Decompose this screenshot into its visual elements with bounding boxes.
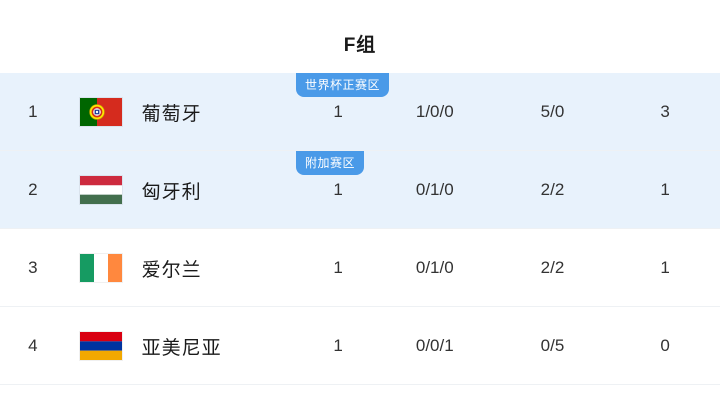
points-cell: 3 xyxy=(660,102,670,121)
table-row[interactable]: 4 亚美尼亚 1 0/0/1 0/5 0 xyxy=(0,307,720,385)
qualification-tag: 附加赛区 xyxy=(296,151,365,175)
row-divider xyxy=(0,306,720,307)
flag-cell xyxy=(66,332,136,360)
table-row[interactable]: 3 爱尔兰 1 0/1/0 2/2 1 xyxy=(0,229,720,307)
rank-cell: 3 xyxy=(28,258,38,277)
team-name: 爱尔兰 xyxy=(141,259,202,281)
played-cell: 1 xyxy=(333,336,343,355)
flag-cell xyxy=(66,98,136,126)
table-row[interactable]: 附加赛区 2 匈牙利 1 0/1/0 2/2 1 xyxy=(0,151,720,229)
goals-cell: 5/0 xyxy=(540,102,565,121)
row-divider xyxy=(0,384,720,385)
team-name: 匈牙利 xyxy=(141,181,202,203)
played-cell: 1 xyxy=(333,180,343,199)
rank-cell: 2 xyxy=(28,180,38,199)
page-title: F组 xyxy=(343,35,377,56)
goals-cell: 2/2 xyxy=(540,258,565,277)
goals-cell: 2/2 xyxy=(540,180,565,199)
rank-cell: 1 xyxy=(28,102,38,121)
wdl-cell: 1/0/0 xyxy=(415,102,454,121)
points-cell: 1 xyxy=(660,258,670,277)
wdl-cell: 0/1/0 xyxy=(415,180,454,199)
rank-cell: 4 xyxy=(28,336,38,355)
flag-cell xyxy=(66,254,136,282)
points-cell: 0 xyxy=(660,336,670,355)
ireland-flag xyxy=(79,254,122,282)
flag-cell xyxy=(66,176,136,204)
portugal-flag xyxy=(79,98,122,126)
armenia-flag xyxy=(79,332,122,360)
played-cell: 1 xyxy=(333,102,343,121)
points-cell: 1 xyxy=(660,180,670,199)
hungary-flag xyxy=(79,176,122,204)
wdl-cell: 0/1/0 xyxy=(415,258,454,277)
wdl-cell: 0/0/1 xyxy=(415,336,454,355)
standings-table: 世界杯正赛区 1 葡萄牙 1 1/0/0 5/0 3 附加赛区 xyxy=(0,73,720,385)
goals-cell: 0/5 xyxy=(540,336,565,355)
played-cell: 1 xyxy=(333,258,343,277)
team-name: 葡萄牙 xyxy=(141,103,202,125)
row-divider xyxy=(0,150,720,151)
table-row[interactable]: 世界杯正赛区 1 葡萄牙 1 1/0/0 5/0 3 xyxy=(0,73,720,151)
row-divider xyxy=(0,228,720,229)
qualification-tag: 世界杯正赛区 xyxy=(296,73,390,97)
team-name: 亚美尼亚 xyxy=(141,337,222,359)
